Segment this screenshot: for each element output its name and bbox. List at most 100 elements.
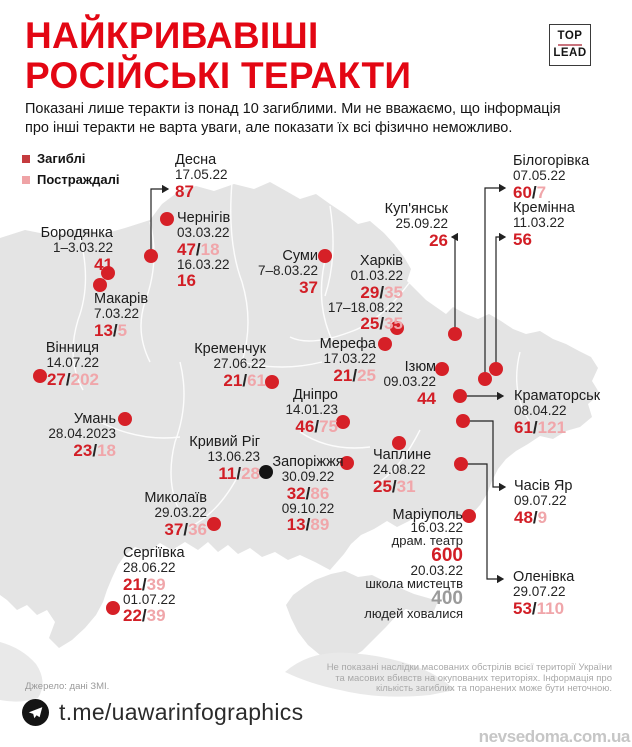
city-dot-izium [435,362,449,376]
attack-date: 29.03.22 [154,505,207,520]
city-label-kreminna: Кремінна 11.03.22 56 [513,201,575,248]
attack-date: 27.06.22 [213,356,266,371]
city-name: Десна [175,152,217,168]
city-dot-mykolaiv [207,517,221,531]
casualty-count: 47/18 [177,239,220,259]
casualty-count: 600 [431,545,463,566]
city-label-kupiansk: Куп'янськ 25.09.22 26 [385,202,448,249]
casualty-count: 60/7 [513,182,547,202]
telegram-row: t.me/uawarinfographics [22,699,303,726]
casualty-count: 26 [429,230,448,250]
attack-date: 17.05.22 [175,167,228,182]
city-dot-mariupol [462,509,476,523]
attack-date: 7–8.03.22 [257,263,318,278]
city-label-chasiv-yar: Часів Яр 09.07.22 48/9 [514,479,572,526]
attack-date: 24.08.22 [373,462,426,477]
attack-date: 01.03.22 [350,268,403,283]
connector-lines [150,183,507,584]
attack-date: 08.04.22 [514,403,567,418]
watermark: nevsedoma.com.ua [478,727,631,746]
attack-date: 17–18.08.22 [327,299,403,315]
attack-date: 14.01.23 [285,402,338,417]
city-dot-kupiansk [448,327,462,341]
city-label-desna: Десна 17.05.22 87 [175,153,228,200]
city-dot-chasiv-yar [456,414,470,428]
attack-date: 1–3.03.22 [52,240,113,255]
casualty-count: 53/110 [513,598,565,618]
attack-note: людей ховалися [364,606,463,621]
casualty-count: 13/5 [94,320,128,340]
city-label-uman: Умань 28.04.2023 23/18 [48,412,116,459]
injured-swatch-icon [22,175,30,184]
attack-date: 16.03.22 [410,520,463,535]
attack-date: 28.04.2023 [48,426,116,441]
attack-date: 20.03.22 [410,563,463,578]
city-name: Чернігів [177,210,231,226]
city-label-chernihiv: Чернігів 03.03.22 47/18 16.03.22 16 [177,210,231,290]
city-label-mykolaiv: Миколаїв 29.03.22 37/36 [144,491,207,538]
city-dot-kryvyi-rih [259,465,273,479]
legend: Загиблі Постраждалі [22,148,119,190]
city-dot-vinnytsia [33,369,47,383]
city-label-mariupol: Маріуполь 16.03.22 драм. театр 600 20.03… [364,508,463,621]
casualty-count: 25/35 [360,314,403,333]
subtitle: Показані лише теракти із понад 10 загибл… [25,100,561,138]
attack-date: 29.07.22 [513,584,566,599]
city-name: Умань [73,411,116,427]
city-label-makariv: Макарів 7.03.22 13/5 [94,292,148,339]
city-dot-merefa [378,337,392,351]
attack-date: 03.03.22 [177,225,230,240]
city-dot-makariv [93,278,107,292]
legend-dead: Загиблі [22,148,119,169]
city-name: Мерефа [319,336,376,352]
city-name: Маріуполь [392,507,463,523]
disclaimer-line1: Не показані наслідки масованих обстрілів… [326,662,612,673]
city-name: Кремінна [513,200,575,216]
city-name: Суми [282,248,318,264]
connector-chasiv-yar [463,420,507,492]
casualty-count: 44 [417,388,436,408]
city-name: Бородянка [40,225,113,241]
city-name: Часів Яр [514,478,573,494]
title-line2: РОСІЙСЬКІ ТЕРАКТИ [25,55,412,96]
city-name: Дніпро [292,387,338,403]
casualty-count: 27/202 [46,369,99,389]
telegram-handle[interactable]: t.me/uawarinfographics [59,699,304,725]
attack-date: 13.06.23 [207,449,260,464]
city-dot-sumy [318,249,332,263]
logo-bottom-text: LEAD [553,47,587,59]
attack-date: 07.05.22 [513,168,566,183]
page-title: НАЙКРИВАВІШІ РОСІЙСЬКІ ТЕРАКТИ [25,16,411,96]
city-dot-chernihiv [160,212,174,226]
city-label-merefa: Мерефа 17.03.22 21/25 [320,337,376,384]
casualty-count: 21/39 [123,574,166,594]
city-label-izium: Ізюм 09.03.22 44 [383,360,436,407]
casualty-count: 29/35 [360,282,403,302]
casualty-count: 22/39 [123,606,166,625]
casualty-count: 37 [299,277,318,297]
attack-date: 01.07.22 [123,591,176,607]
attack-date: 17.03.22 [323,351,376,366]
city-name: Оленівка [513,569,575,585]
connector-olenivka [461,463,505,584]
city-dot-uman [118,412,132,426]
dead-swatch-icon [22,154,30,163]
city-dot-borodianka [101,266,115,280]
attack-date: 25.09.22 [395,216,448,231]
attack-date: 28.06.22 [123,560,176,575]
city-name: Макарів [94,291,149,307]
casualty-count: 13/89 [286,515,330,534]
attack-date: 16.03.22 [177,256,230,272]
city-name: Харків [359,253,403,269]
crimea-shape [286,571,438,662]
city-name: Краматорськ [514,388,601,404]
city-name: Ізюм [404,359,436,375]
attack-date: 30.09.22 [281,469,335,484]
casualty-count: 37/36 [164,519,207,539]
city-label-kremenchuk: Кременчук 27.06.22 21/61 [194,342,266,389]
connector-desna [150,184,170,256]
city-dot-kharkiv [390,321,404,335]
city-name: Кривий Ріг [189,434,260,450]
attack-date: 09.03.22 [383,374,436,389]
